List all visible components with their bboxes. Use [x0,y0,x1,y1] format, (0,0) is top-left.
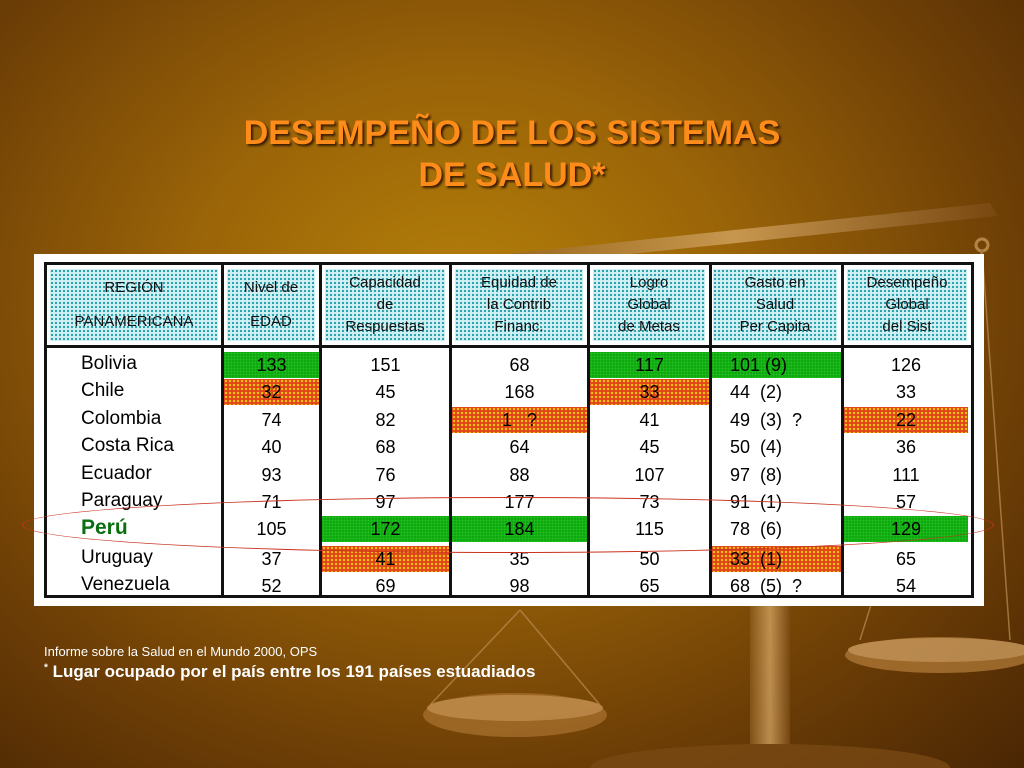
table-cell: 65 [639,576,660,597]
table-cell: 37 [261,548,282,569]
table-header-row [47,265,971,348]
table-cell: 32 [224,379,319,406]
source-citation: Informe sobre la Salud en el Mundo 2000,… [44,644,318,659]
table-cell: 68 (5) ? [730,576,803,597]
table-cell: 69 [375,576,396,597]
table-cell: 1 ? [452,406,587,433]
table-cell: 33 [895,382,917,403]
table-cell: 36 [895,437,917,458]
row-country-label: Bolivia [81,353,137,374]
table-cell: 68 [509,355,530,375]
table-cell: 22 [844,406,968,433]
table-cell: 49 (3) ? [730,409,803,430]
table-cell: 74 [261,409,282,430]
row-country-label: Uruguay [81,546,153,568]
health-systems-table: REGIÓN PANAMERICANA Nivel de EDAD Capacida… [34,254,984,606]
table-cell: 88 [509,464,530,485]
table-cell: 76 [375,464,396,485]
table-cell: 126 [890,355,922,375]
table-cell: 33 (1) [712,545,841,572]
table-cell: 151 [370,355,401,375]
table-cell: 41 [639,409,660,430]
table-cell: 57 [895,492,917,512]
header-logro-global: Logro Global de Metas [593,269,705,341]
header-desempeno-global: Desempeño Global del Sist [847,269,967,341]
footnote: * Lugar ocupado por el país entre los 19… [44,662,535,682]
table-cell: 68 [375,437,396,458]
table-cell: 93 [261,464,282,485]
table-cell: 33 [590,379,709,406]
table-cell: 168 [504,382,535,403]
table-cell: 65 [895,548,917,569]
header-capacidad-respuestas: Capacidad de Respuestas [325,269,445,341]
header-gasto-salud: Gasto en Salud Per Capita [713,269,837,341]
table-cell: 40 [261,437,282,458]
table-cell: 64 [509,437,530,458]
slide-title: DESEMPEÑO DE LOS SISTEMAS DE SALUD* [0,112,1024,196]
table-cell: 101 (9) [712,352,841,378]
table-cell: 133 [224,352,319,378]
table-cell: 54 [895,576,917,597]
header-equidad-contrib: Equidad de la Contrib Financ. [455,269,583,341]
column-divider [449,265,452,595]
table-cell: 45 [639,437,660,458]
title-line-2: DE SALUD* [418,156,606,194]
column-divider [587,265,590,595]
header-nivel-edad: Nivel de EDAD [227,269,315,341]
row-country-label: Costa Rica [81,435,174,457]
row-country-label: Colombia [81,407,162,429]
table-cell: 45 [375,382,396,403]
row-country-label: Ecuador [81,462,152,484]
table-cell: 50 (4) [730,437,783,458]
table-cell: 107 [634,464,665,485]
table-cell: 52 [261,576,282,597]
column-divider [319,265,322,595]
row-country-label: Chile [81,380,125,402]
table-cell: 50 [639,548,660,569]
table-cell: 44 (2) [730,382,783,403]
table-cell: 35 [509,548,530,569]
row-country-label: Venezuela [81,574,170,596]
header-region: REGIÓN PANAMERICANA [50,269,218,341]
column-divider [221,265,224,595]
table-cell: 111 [892,464,920,485]
footnote-marker: * [44,662,48,674]
table-cell: 97 (8) [730,464,783,485]
title-line-1: DESEMPEÑO DE LOS SISTEMAS [243,114,781,152]
column-divider [841,265,844,595]
footnote-text: Lugar ocupado por el país entre los 191 … [52,662,536,681]
column-divider [709,265,712,595]
table-cell: 82 [375,409,396,430]
peru-highlight-oval [22,497,994,553]
table-cell: 117 [590,352,709,378]
table-cell: 98 [509,576,530,597]
